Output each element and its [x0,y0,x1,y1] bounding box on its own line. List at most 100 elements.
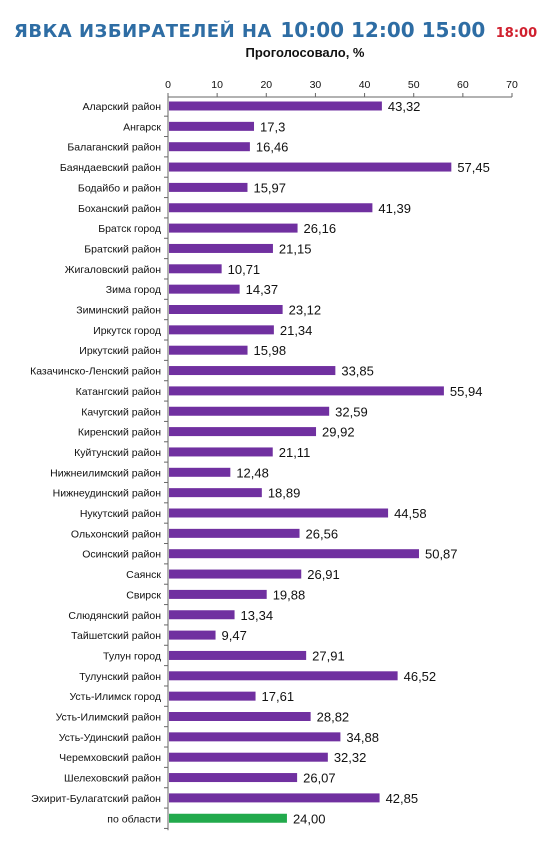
title-text: ЯВКА ИЗБИРАТЕЛЕЙ НА [14,21,272,42]
bar [169,610,235,620]
value-label: 17,61 [262,689,295,704]
x-tick-label: 60 [457,79,469,91]
category-label: Саянск [126,569,161,581]
category-label: Братский район [84,243,161,255]
x-tick-label: 10 [211,79,223,91]
value-label: 24,00 [293,811,326,826]
bar [169,284,240,294]
value-label: 32,32 [334,750,367,765]
category-label: Усть-Илимск город [69,691,161,703]
bar [169,549,419,559]
category-label: Иркутский район [79,345,161,357]
value-label: 12,48 [236,465,269,480]
bar [169,305,283,314]
value-label: 16,46 [256,140,289,155]
bar [169,773,298,783]
category-label: Черемховский район [59,752,161,764]
value-label: 15,98 [254,343,287,358]
category-label: Нижнеудинский район [53,488,162,500]
value-label: 55,94 [450,384,483,399]
bar [169,142,250,152]
bar [169,182,248,192]
bar [169,732,341,742]
value-label: 26,91 [307,567,340,582]
title-current-time: 18:00 [495,26,538,41]
x-tick-label: 40 [359,79,371,91]
x-tick-label: 20 [260,79,272,91]
category-label: Катангский район [76,386,162,398]
bar [169,345,248,355]
bar [169,752,328,762]
category-label: Тулунский район [79,671,161,683]
bar [169,162,452,172]
x-tick-label: 0 [165,79,171,91]
bar [169,121,255,131]
value-label: 10,71 [228,262,261,277]
category-label: Нижнеилимский район [50,467,161,479]
bar [169,101,382,111]
bar [169,406,330,416]
category-label: Зима город [106,284,161,296]
value-label: 28,82 [317,710,350,725]
bar [169,264,222,274]
bar [169,223,298,233]
value-label: 26,56 [306,526,339,541]
value-label: 23,12 [289,303,322,318]
category-label: Усть-Илимский район [56,712,162,724]
value-label: 14,37 [246,282,279,297]
category-label: Осинский район [82,549,161,561]
category-label: Ангарск [123,121,161,133]
bar [169,589,267,599]
value-label: 34,88 [346,730,379,745]
category-label: Братск город [98,223,161,235]
bar [169,528,300,538]
bar [169,569,302,579]
value-label: 50,87 [425,547,458,562]
value-label: 17,3 [260,119,285,134]
title-times: 10:00 12:00 15:00 [280,18,486,42]
x-tick-label: 30 [310,79,322,91]
value-label: 27,91 [312,648,345,663]
bar [169,386,444,396]
bar [169,650,307,660]
bar [169,508,389,518]
bar [169,366,336,376]
category-label: по области [107,813,161,825]
value-label: 43,32 [388,99,421,114]
bar [169,671,398,681]
bar [169,203,373,213]
category-label: Киренский район [78,427,161,439]
bar [169,447,273,457]
category-label: Казачинско-Ленский район [30,366,161,378]
bar [169,427,317,437]
category-label: Боханский район [78,203,161,215]
value-label: 46,52 [404,669,437,684]
bar [169,243,273,253]
value-label: 18,89 [268,486,301,501]
bar [169,691,256,701]
category-label: Аларский район [83,101,162,113]
category-label: Качугский район [81,406,161,418]
bar [169,793,380,803]
bar [169,630,216,640]
category-label: Нукутский район [80,508,161,520]
value-label: 42,85 [386,791,419,806]
value-label: 57,45 [457,160,490,175]
category-label: Ольхонский район [71,528,161,540]
total-bar [169,813,287,823]
value-label: 19,88 [273,587,306,602]
value-label: 33,85 [341,364,374,379]
value-label: 26,16 [304,221,337,236]
value-label: 21,11 [279,445,311,460]
value-label: 9,47 [222,628,247,643]
value-label: 13,34 [241,608,274,623]
category-label: Тулун город [103,650,161,662]
bar [169,467,231,477]
value-label: 21,15 [279,241,312,256]
value-label: 41,39 [378,201,411,216]
category-label: Эхирит-Булагатский район [31,793,161,805]
value-label: 32,59 [335,404,368,419]
value-label: 21,34 [280,323,313,338]
category-label: Тайшетский район [71,630,161,642]
